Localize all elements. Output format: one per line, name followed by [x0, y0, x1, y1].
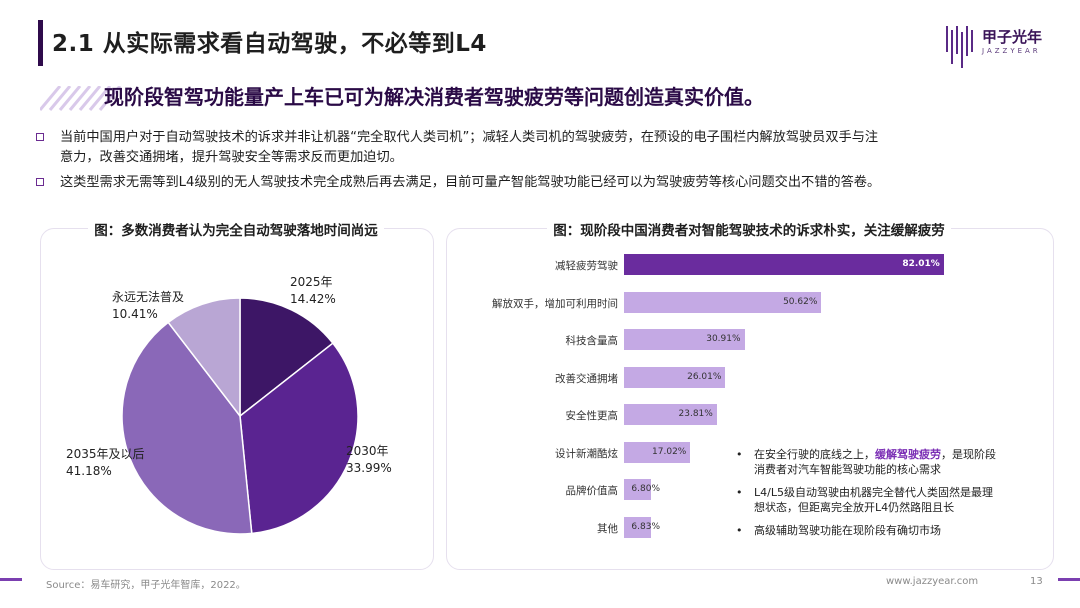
source-text: Source：易车研究，甲子光年智库，2022。	[46, 580, 246, 591]
headline: 现阶段智驾功能量产上车已可为解决消费者驾驶疲劳等问题创造真实价值。	[104, 85, 764, 109]
bullet-line: 这类型需求无需等到L4级别的无人驾驶技术完全成熟后再去满足，目前可量产智能驾驶功…	[60, 175, 881, 190]
note-item: • 高级辅助驾驶功能在现阶段有确切市场	[736, 524, 941, 537]
bar-value-label: 6.83%	[631, 521, 660, 532]
bullet-item: 当前中国用户对于自动驾驶技术的诉求并非让机器“完全取代人类司机”；减轻人类司机的…	[36, 128, 1046, 168]
square-bullet-icon	[36, 178, 44, 186]
bar-value-label: 82.01%	[902, 259, 940, 269]
bullet-line: 当前中国用户对于自动驾驶技术的诉求并非让机器“完全取代人类司机”；减轻人类司机的…	[60, 130, 879, 145]
bullet-line: 意力，改善交通拥堵，提升驾驶安全等需求反而更加迫切。	[60, 150, 403, 165]
bar-category-label: 安全性更高	[565, 410, 619, 422]
bar-value-label: 50.62%	[783, 296, 818, 307]
pie-label-2025: 2025年 14.42%	[290, 275, 336, 306]
bar-category-label: 解放双手，增加可利用时间	[492, 297, 618, 310]
bar-category-label: 改善交通拥堵	[555, 372, 618, 385]
jazzyear-logo-icon	[946, 26, 973, 68]
pie-label-never: 永远无法普及 10.41%	[112, 290, 185, 321]
bullet-dot-icon: •	[736, 448, 743, 461]
bullet-dot-icon: •	[736, 524, 743, 537]
bar-category-label: 设计新潮酷炫	[555, 447, 618, 460]
pie-slice	[239, 297, 334, 418]
bar-chart: 减轻疲劳驾驶 82.01% 解放双手，增加可利用时间 50.62% 科技含量高 30.91…	[446, 250, 1052, 550]
pie-chart	[121, 297, 359, 535]
pie-chart-title: 图：多数消费者认为完全自动驾驶落地时间尚远	[40, 219, 432, 239]
page-number: 13	[1030, 576, 1043, 587]
bar-value-label: 6.80%	[631, 484, 660, 494]
footer-accent-left	[0, 578, 22, 581]
bar	[624, 329, 745, 350]
bar	[624, 291, 822, 313]
bar-value-label: 17.02%	[652, 446, 687, 457]
title-accent-bar	[38, 20, 43, 66]
bar-category-label: 减轻疲劳驾驶	[555, 260, 618, 272]
pie-slice	[121, 321, 253, 535]
logo-text: 甲子光年	[982, 28, 1043, 46]
bar-value-label: 26.01%	[687, 371, 722, 382]
note-item: • L4/L5级自动驾驶由机器完全替代人类固然是最理 想状态，但距离完全放开L4…	[736, 486, 993, 514]
bar	[624, 254, 944, 275]
website-link[interactable]: www.jazzyear.com	[886, 576, 979, 587]
bar-chart-title: 图：现阶段中国消费者对智能驾驶技术的诉求朴实，关注缓解疲劳	[446, 219, 1052, 239]
bullet-dot-icon: •	[736, 486, 743, 499]
pie-slice	[167, 297, 241, 419]
bar-value-label: 23.81%	[678, 409, 713, 419]
footer-accent-right	[1058, 578, 1080, 581]
note-item: • 在安全行驶的底线之上，缓解驾驶疲劳，是现阶段 消费者对汽车智能驾驶功能的核心…	[736, 448, 996, 476]
bar-category-label: 其他	[597, 522, 618, 535]
bar-chart-panel	[446, 228, 1054, 570]
bar-category-label: 科技含量高	[565, 335, 619, 347]
pie-label-2035: 2035年及以后 41.18%	[66, 447, 145, 478]
bar	[624, 366, 726, 388]
bar-category-label: 品牌价值高	[565, 485, 619, 497]
bar	[624, 479, 651, 500]
logo-subtext: JAZZYEAR	[982, 47, 1041, 55]
bar-value-label: 30.91%	[706, 334, 741, 344]
bar	[624, 441, 691, 463]
pie-label-2030: 2030年 33.99%	[346, 444, 392, 475]
headline-stripe-decoration	[40, 86, 122, 111]
pie-slice	[239, 342, 359, 535]
square-bullet-icon	[36, 133, 44, 141]
bar	[624, 516, 651, 538]
bullet-item: 这类型需求无需等到L4级别的无人驾驶技术完全成熟后再去满足，目前可量产智能驾驶功…	[36, 173, 1046, 193]
bar	[624, 404, 717, 425]
page-title: 2.1 从实际需求看自动驾驶，不必等到L4	[52, 31, 487, 57]
